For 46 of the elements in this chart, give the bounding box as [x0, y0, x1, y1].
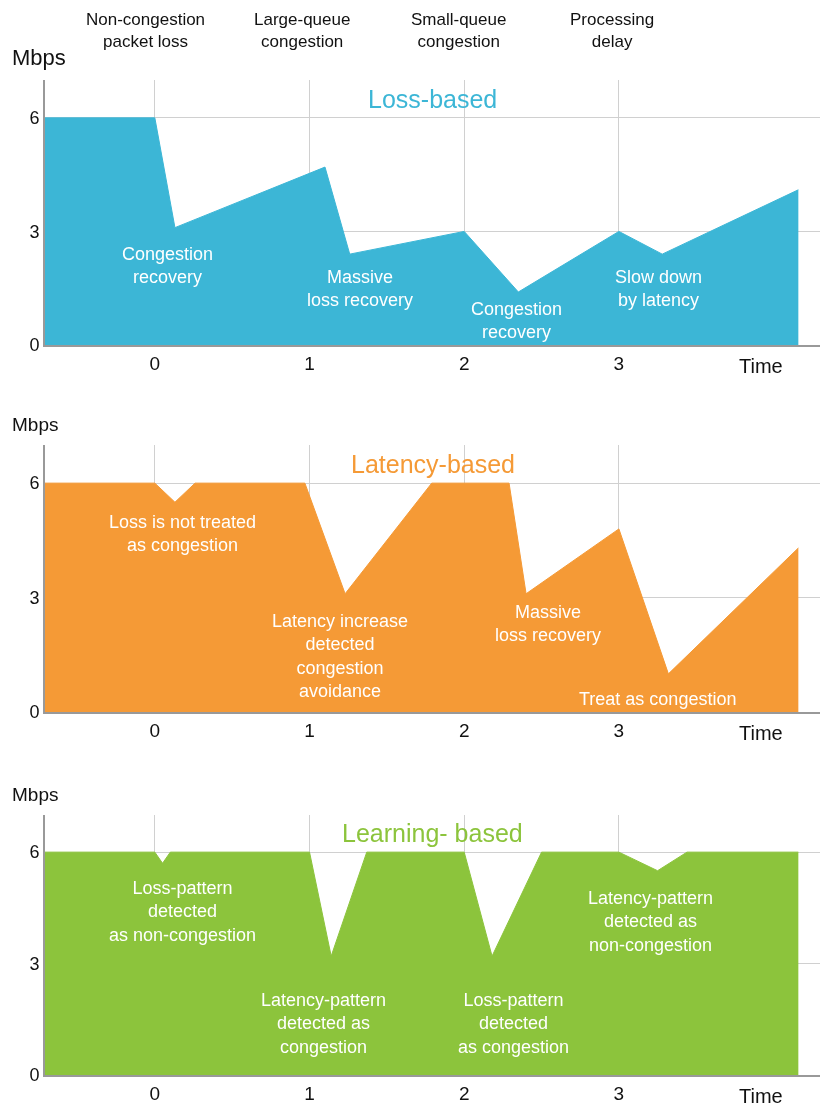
y-tick-label: 0	[29, 702, 40, 723]
x-tick-label: 1	[304, 352, 315, 374]
y-tick-label: 3	[29, 953, 40, 974]
y-axis-title: Mbps	[12, 45, 66, 70]
annotation: Massive loss recovery	[307, 267, 414, 311]
text: Processing delay	[570, 10, 655, 52]
x-tick-label: 2	[458, 1082, 470, 1104]
text: Small-queue congestion	[411, 10, 507, 52]
x-tick-label: 0	[149, 1082, 161, 1104]
x-tick-label: 2	[458, 352, 470, 374]
chart-title: Learning- based	[342, 819, 523, 847]
annotation: Congestion recovery	[122, 244, 214, 288]
annotation: Latency-pattern detected as non-congestion	[588, 888, 714, 955]
annotation: Loss-pattern detected as non-congestion	[109, 878, 257, 945]
y-tick-label: 6	[29, 108, 40, 129]
annotation: Latency increase detected congestion avoidance	[272, 611, 409, 702]
chart-title: Loss-based	[368, 85, 498, 113]
annotation: Slow down by latency	[615, 267, 703, 311]
y-tick-label: 3	[29, 587, 40, 608]
annotation: Treat as congestion	[579, 689, 737, 709]
x-tick-label: 0	[149, 352, 161, 374]
chart-title: Latency-based	[351, 450, 516, 478]
y-tick-label: 0	[29, 335, 40, 356]
x-axis-title: Time	[739, 722, 783, 744]
x-tick-label: 2	[458, 719, 470, 741]
annotation: Massive loss recovery	[495, 602, 602, 646]
x-tick-label: 3	[613, 352, 625, 374]
x-tick-label: 1	[304, 719, 315, 741]
annotation: Loss-pattern detected as congestion	[458, 990, 570, 1057]
x-tick-label: 3	[613, 1082, 625, 1104]
x-axis-title: Time	[739, 355, 783, 377]
text: Non-congestion packet loss	[86, 10, 206, 52]
y-axis-title: Mbps	[12, 784, 59, 805]
y-tick-label: 6	[29, 473, 40, 494]
y-axis-title: Mbps	[12, 414, 59, 435]
x-tick-label: 3	[613, 719, 625, 741]
y-tick-label: 6	[29, 842, 40, 863]
annotation: Latency-pattern detected as congestion	[261, 990, 387, 1057]
x-tick-label: 1	[304, 1082, 315, 1104]
x-axis-title: Time	[739, 1085, 783, 1107]
x-tick-label: 0	[149, 719, 161, 741]
annotation: Congestion recovery	[471, 299, 563, 343]
text: Large-queue congestion	[254, 10, 351, 52]
y-tick-label: 3	[29, 221, 40, 242]
y-tick-label: 0	[29, 1065, 40, 1086]
annotation: Loss is not treated as congestion	[109, 512, 257, 556]
